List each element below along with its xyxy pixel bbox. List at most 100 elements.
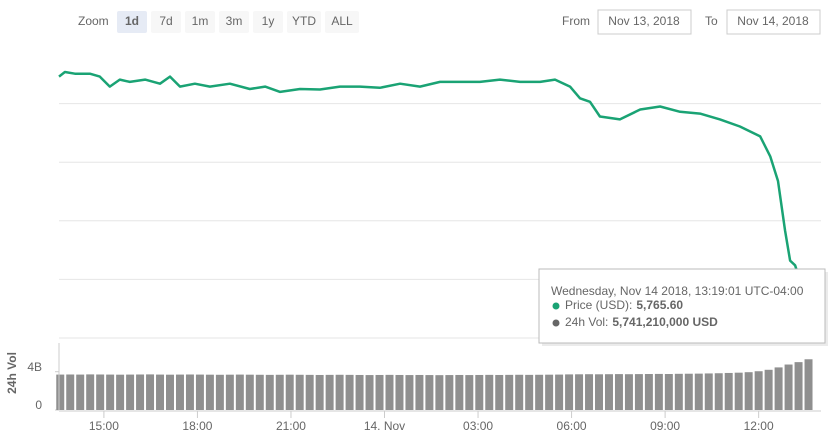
range-button-label: 3m [226,14,243,28]
volume-bar [86,374,95,410]
volume-bar [654,373,663,410]
volume-bar [754,371,763,410]
from-input[interactable] [597,9,692,35]
range-button-label: 7d [159,14,172,28]
volume-bar [634,374,643,410]
volume-bar [66,374,75,410]
price-line [58,70,822,320]
y-tick-label: 4B [27,360,42,374]
volume-bar [585,374,594,410]
volume-bar [405,375,414,410]
volume-bar [335,374,344,410]
tooltip-row: 24h Vol: 5,741,210,000 USD [565,315,718,329]
volume-bar [385,374,394,410]
range-button-bg [253,11,283,33]
to-label: To [705,14,718,28]
volume-bar [136,374,145,410]
volume-bar [126,374,135,410]
x-tick-label: 18:00 [182,419,212,433]
volume-bar [355,374,364,410]
volume-bar [784,364,793,410]
volume-bar [644,374,653,410]
volume-bar [475,374,484,410]
volume-bar [375,374,384,410]
volume-bar [595,374,604,410]
volume-bar [435,375,444,410]
volume-bar [714,373,723,410]
range-button[interactable]: YTD [287,11,321,33]
range-button[interactable]: 7d [151,11,181,33]
volume-bar [245,374,254,410]
range-button[interactable]: 3m [219,11,249,33]
range-button-label: 1d [125,14,139,28]
to-value: Nov 14, 2018 [737,14,809,28]
volume-bar [515,374,524,410]
tooltip-row: Price (USD): 5,765.60 [565,298,683,312]
y-axis-title: 24h Vol [5,352,19,394]
volume-bar [744,372,753,410]
tooltip-row-label: 24h Vol: [565,315,608,329]
tooltip-row-value: 5,741,210,000 USD [612,315,718,329]
range-button-bg [287,11,321,33]
volume-bar [565,374,574,410]
tooltip-date: Wednesday, Nov 14 2018, 13:19:01 UTC-04:… [551,284,804,298]
volume-bar [774,367,783,410]
volume-bar [146,374,155,410]
volume-bar [106,374,115,410]
range-button[interactable]: 1m [185,11,215,33]
x-tick-label: 06:00 [557,419,587,433]
volume-bar [445,375,454,410]
volume-bar [425,375,434,410]
volume-bar [185,374,194,410]
volume-bar [804,359,813,410]
x-tick-label: 03:00 [463,419,493,433]
range-button[interactable]: 1y [253,11,283,33]
volume-bar [205,374,214,410]
volume-bar [215,374,224,410]
range-button-label: ALL [331,14,353,28]
from-value: Nov 13, 2018 [608,14,680,28]
range-button[interactable]: 1d [117,11,147,33]
x-tick-label: 09:00 [650,419,680,433]
range-button-bg [185,11,215,33]
volume-bar [225,374,234,410]
range-button[interactable]: ALL [325,11,359,33]
volume-bar [694,373,703,410]
volume-bar [624,374,633,410]
to-input[interactable] [726,9,821,35]
volume-bar [525,374,534,410]
volume-bar [395,374,404,410]
volume-bar [465,375,474,410]
zoom-label: Zoom [78,14,109,28]
volume-bar [415,374,424,410]
volume-bar [684,373,693,410]
volume-bar [275,374,284,410]
volume-bar [166,374,174,410]
volume-bar [265,374,274,410]
volume-bar [485,374,494,410]
volume-bar [255,374,264,410]
volume-bar [794,362,803,410]
from-label: From [562,14,590,28]
range-button-bg [219,11,249,33]
volume-bar [156,374,165,410]
range-button-bg [151,11,181,33]
volume-bar [56,374,65,410]
volume-bar [285,374,294,410]
x-tick-label: 12:00 [744,419,774,433]
volume-bar [325,374,334,410]
volume-bar [704,373,713,410]
volume-bar [195,374,204,410]
tooltip: Wednesday, Nov 14 2018, 13:19:01 UTC-04:… [538,268,828,346]
volume-bar [764,369,773,410]
volume-bar [575,374,584,410]
tooltip-box [538,268,826,344]
tooltip-dot [552,302,560,310]
volume-bar [614,374,623,410]
volume-bar [535,374,544,410]
tooltip-row-label: Price (USD): [565,298,632,312]
y-tick-label: 0 [35,398,42,412]
volume-bar [604,374,613,410]
